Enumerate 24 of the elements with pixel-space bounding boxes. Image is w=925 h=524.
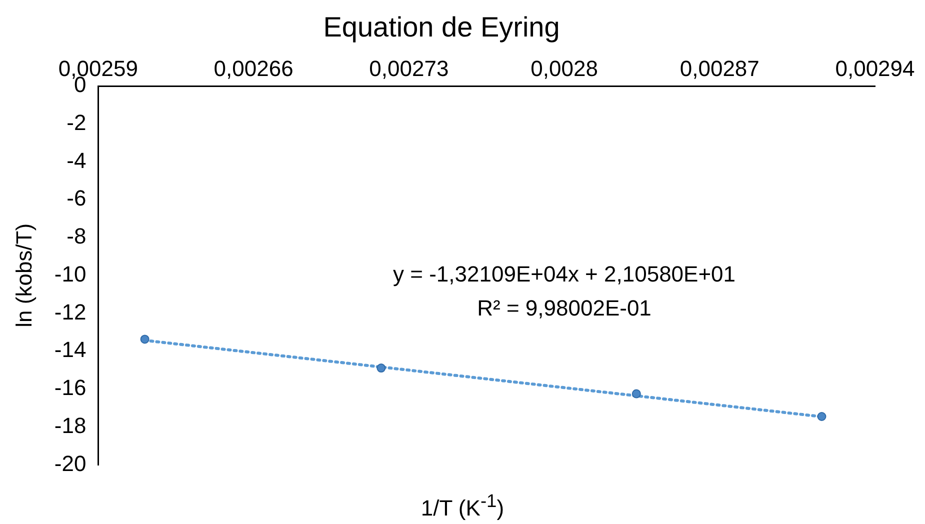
y-tick-label: -4 [66,148,86,173]
y-axis-title: ln (kobs/T) [11,223,36,328]
annotation: y = -1,32109E+04x + 2,10580E+01 [393,261,736,286]
point [376,364,386,373]
y-tick-label: -18 [54,412,86,438]
point [632,389,641,398]
x-tick-label: 0,0028 [530,56,598,81]
y-tick-label: -14 [54,337,86,362]
point [140,334,150,344]
y-tick-label: -16 [54,375,86,400]
chart-title: Equation de Eyring [323,12,560,43]
y-tick-label: -8 [66,224,86,249]
x-tick-label: 0,00273 [369,56,449,81]
x-tick-label: 0,00294 [835,56,915,81]
point [817,412,826,422]
y-tick-label: -6 [66,186,86,211]
x-tick-label: 0,00287 [680,56,760,81]
x-axis-title: 1/T (K$^{-1}$) [420,490,506,522]
y-tick-label: -10 [54,261,86,286]
y-tick-label: -12 [54,299,86,324]
y-tick-label: -20 [54,450,86,476]
annotation: R² = 9,98002E-01 [477,295,652,320]
x-tick-label: 0,00266 [214,56,294,81]
y-tick-label: -2 [66,110,86,135]
